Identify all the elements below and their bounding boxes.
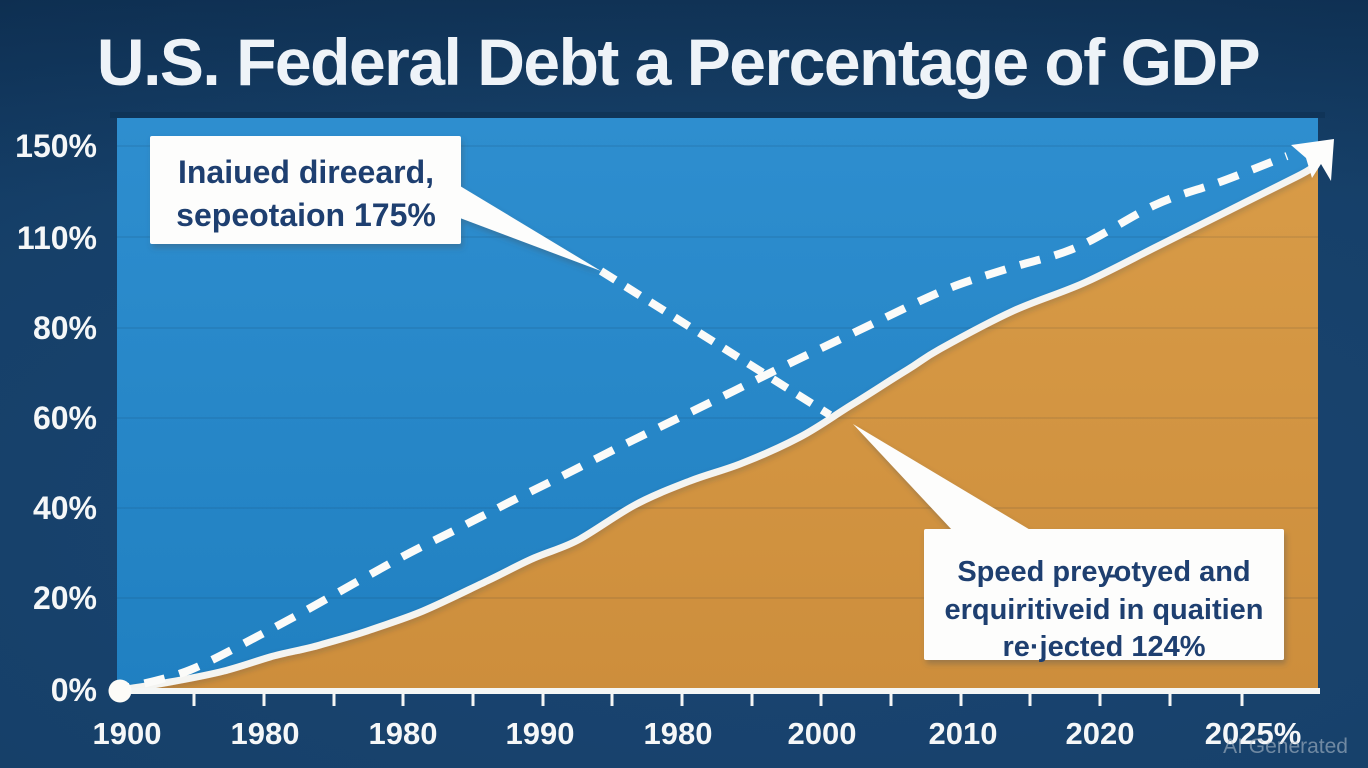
svg-text:Inaiued direeard,: Inaiued direeard, [178,154,434,190]
svg-text:1980: 1980 [231,716,300,751]
svg-text:20%: 20% [33,580,97,616]
svg-text:1980: 1980 [369,716,438,751]
svg-text:2020: 2020 [1066,716,1135,751]
svg-text:150%: 150% [15,128,97,164]
svg-text:AI Generated: AI Generated [1223,735,1348,758]
svg-text:sepeotaion 175%: sepeotaion 175% [176,197,436,233]
svg-text:2010: 2010 [929,716,998,751]
svg-text:110%: 110% [17,220,97,256]
svg-text:Speed prey̵otyed and: Speed prey̵otyed and [957,556,1250,588]
svg-text:2025%: 2025% [1205,716,1302,751]
svg-text:re·jected 124%: re·jected 124% [1002,631,1205,663]
svg-text:0%: 0% [51,672,97,708]
svg-text:1990: 1990 [506,716,575,751]
svg-text:1900: 1900 [93,716,162,751]
svg-text:80%: 80% [33,310,97,346]
svg-text:2000: 2000 [788,716,857,751]
svg-text:60%: 60% [33,400,97,436]
svg-text:40%: 40% [33,490,97,526]
svg-text:1980: 1980 [644,716,713,751]
svg-text:U.S. Federal Debt a Percentage: U.S. Federal Debt a Percentage of GDP [97,25,1259,99]
svg-text:erquiritiveid in quaitien: erquiritiveid in quaitien [944,594,1263,626]
